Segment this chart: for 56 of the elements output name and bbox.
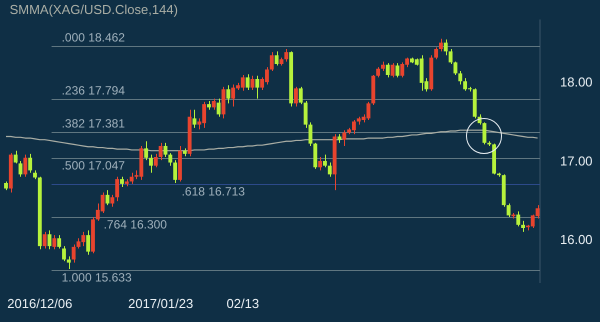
candlestick — [42, 231, 47, 249]
candlestick — [192, 109, 196, 128]
ref-line-label: .236 17.794 — [62, 83, 126, 98]
candlestick — [212, 98, 216, 110]
candlestick — [173, 160, 178, 184]
x-tick-label: 02/13 — [226, 296, 260, 311]
candlestick — [274, 50, 279, 66]
candlestick — [106, 190, 110, 206]
candlestick — [458, 70, 462, 85]
candlestick — [120, 176, 124, 188]
candlestick — [48, 230, 52, 250]
candlestick — [386, 62, 390, 78]
ref-line-label: .618 16.713 — [182, 184, 246, 198]
candlestick — [23, 154, 28, 178]
candlestick — [86, 230, 90, 256]
ref-line-label: .000 18.462 — [62, 30, 126, 44]
y-tick-label: 16.00 — [560, 232, 593, 248]
x-tick-label: 2016/12/06 — [7, 296, 72, 311]
ref-line-label: .764 16.300 — [104, 217, 168, 232]
candlestick — [52, 234, 56, 250]
candlestick — [323, 154, 327, 168]
candlestick — [110, 194, 114, 208]
candlestick — [313, 142, 318, 170]
candlestick — [376, 66, 380, 78]
candlestick — [149, 154, 153, 174]
candlestick — [28, 153, 32, 174]
candlestick — [250, 75, 254, 90]
candlestick — [115, 176, 120, 202]
candlestick — [66, 256, 71, 270]
candlestick — [57, 234, 62, 249]
candlestick — [381, 61, 385, 72]
candlestick — [434, 46, 438, 60]
candlestick — [294, 86, 298, 108]
candlestick — [14, 150, 18, 164]
candlestick — [521, 220, 526, 232]
ref-line-label: .382 17.381 — [62, 116, 126, 130]
candlestick — [516, 210, 520, 227]
candlestick — [328, 162, 332, 178]
candlestick — [164, 142, 168, 158]
y-tick-label: 18.00 — [560, 74, 593, 90]
ref-line-label: .500 17.047 — [62, 158, 126, 172]
text: SMMA(XAG/USD.Close,144) — [10, 2, 178, 17]
candlestick — [439, 38, 443, 52]
candlestick — [396, 62, 400, 78]
candlestick — [168, 152, 172, 166]
x-tick-label: 2017/01/23 — [128, 296, 194, 311]
candlestick — [62, 246, 66, 262]
candlestick — [216, 98, 221, 118]
candlestick — [390, 62, 395, 78]
y-tick-label: 17.00 — [560, 153, 593, 168]
candlestick — [246, 74, 250, 90]
candlestick — [318, 156, 322, 171]
candlestick — [226, 84, 230, 104]
candlestick — [144, 140, 148, 161]
candlestick — [18, 160, 22, 178]
ref-line-label: 1.000 15.633 — [62, 270, 132, 284]
